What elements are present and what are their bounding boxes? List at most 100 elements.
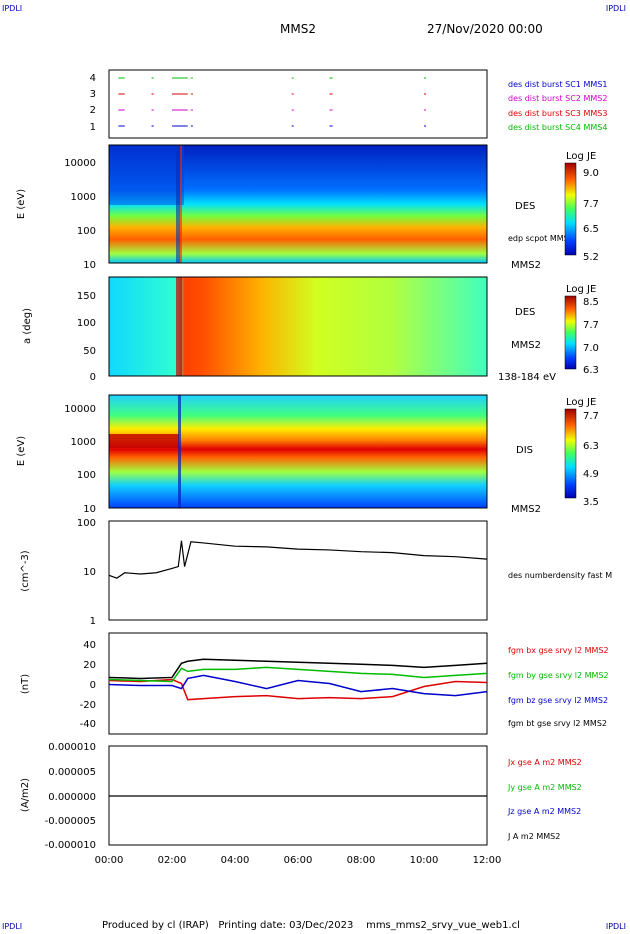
des-energy-cbar-tick: 7.7 bbox=[583, 199, 599, 210]
des-energy-ylabel: E (eV) bbox=[16, 189, 27, 219]
dis-energy-cbar-tick: 6.3 bbox=[583, 441, 599, 452]
date-title: 27/Nov/2020 00:00 bbox=[427, 22, 543, 36]
density-ytick: 1 bbox=[90, 616, 96, 627]
des-energy-cbar-tick: 6.5 bbox=[583, 224, 599, 235]
density-ytick: 10 bbox=[83, 567, 96, 578]
bfield-legend-bx: fgm bx gse srvy l2 MMS2 bbox=[508, 646, 609, 655]
current-ytick: -0.000005 bbox=[45, 816, 96, 827]
current-ylabel: (A/m2) bbox=[20, 778, 31, 812]
dis-energy-panel: 10000 1000 100 10 E (eV) DIS MMS2 Log JE… bbox=[16, 394, 599, 515]
des-pitch-ylabel: a (deg) bbox=[22, 308, 33, 344]
burst-legend-sc2: des dist burst SC2 MMS2 bbox=[508, 94, 607, 103]
dis-energy-ytick: 10000 bbox=[64, 404, 96, 415]
bfield-ytick: -20 bbox=[80, 700, 96, 711]
plot-canvas: 4 3 2 1 des dist burst SC1 MMS1 des dist… bbox=[16, 69, 612, 866]
des-pitch-panel: 150 100 50 0 a (deg) DES MMS2 138-184 eV… bbox=[22, 276, 599, 383]
bfield-ytick: 20 bbox=[83, 660, 96, 671]
dis-energy-cbar-tick: 7.7 bbox=[583, 411, 599, 422]
burst-ytick: 4 bbox=[90, 73, 96, 84]
burst-legend-sc4: des dist burst SC4 MMS4 bbox=[508, 123, 607, 132]
des-pitch-colorbar-title: Log JE bbox=[566, 284, 596, 295]
x-tick-label: 08:00 bbox=[347, 855, 376, 866]
dis-energy-ylabel: E (eV) bbox=[16, 436, 27, 466]
density-series-line bbox=[108, 540, 488, 579]
des-pitch-cbar-tick: 8.5 bbox=[583, 297, 599, 308]
dis-energy-ytick: 10 bbox=[83, 504, 96, 515]
burst-legend-sc3: des dist burst SC3 MMS3 bbox=[508, 109, 607, 118]
current-legend-j: J A m2 MMS2 bbox=[507, 832, 560, 841]
burst-ytick: 2 bbox=[90, 105, 96, 116]
des-energy-ytick: 10000 bbox=[64, 158, 96, 169]
des-pitch-instrument: DES bbox=[515, 307, 535, 318]
dis-energy-spectrogram bbox=[109, 395, 487, 508]
des-energy-colorbar bbox=[564, 162, 577, 256]
dis-energy-cbar-tick: 3.5 bbox=[583, 497, 599, 508]
des-pitch-cbar-tick: 7.7 bbox=[583, 320, 599, 331]
dis-energy-colorbar-title: Log JE bbox=[566, 397, 596, 408]
dis-energy-sc-label: MMS2 bbox=[511, 504, 541, 515]
footer-producer: Produced by cl (IRAP) bbox=[102, 920, 209, 931]
dis-energy-cbar-tick: 4.9 bbox=[583, 469, 599, 480]
density-panel: 100 10 1 (cm^-3) des numberdensity fast … bbox=[20, 518, 612, 627]
current-ytick: 0.000000 bbox=[48, 792, 96, 803]
des-energy-sc-label: MMS2 bbox=[511, 260, 541, 271]
bfield-series-line-0 bbox=[108, 678, 488, 701]
bfield-legend-by: fgm by gse srvy l2 MMS2 bbox=[508, 671, 609, 680]
des-pitch-cbar-tick: 6.3 bbox=[583, 365, 599, 376]
current-ytick: -0.000010 bbox=[45, 840, 96, 851]
bfield-legend-bt: fgm bt gse srvy l2 MMS2 bbox=[508, 719, 607, 728]
current-legend-jy: Jy gse A m2 MMS2 bbox=[507, 783, 582, 792]
burst-ytick: 1 bbox=[90, 122, 96, 133]
des-energy-ytick: 10 bbox=[83, 260, 96, 271]
density-legend: des numberdensity fast M bbox=[508, 571, 612, 580]
bfield-series-line-3 bbox=[108, 658, 488, 680]
corner-label-bottom-right: IPDLI bbox=[605, 922, 626, 931]
des-pitch-ytick: 100 bbox=[77, 318, 96, 329]
dis-energy-colorbar bbox=[564, 408, 577, 499]
des-energy-cbar-tick: 5.2 bbox=[583, 252, 599, 263]
dis-energy-instrument: DIS bbox=[516, 445, 533, 456]
bfield-ytick: -40 bbox=[80, 719, 96, 730]
density-ytick: 100 bbox=[77, 518, 96, 529]
bfield-legend-bz: fgm bz gse srvy l2 MMS2 bbox=[508, 696, 608, 705]
corner-label-top-right: IPDLI bbox=[605, 4, 626, 13]
bfield-ytick: 40 bbox=[83, 640, 96, 651]
corner-label-bottom-left: IPDLI bbox=[2, 922, 23, 931]
bfield-panel: 40 20 0 -20 -40 (nT) fgm bx gse srvy l2 … bbox=[20, 632, 609, 735]
density-ylabel: (cm^-3) bbox=[20, 550, 31, 591]
bfield-series-line-2 bbox=[108, 674, 488, 697]
current-panel: 0.000010 0.000005 0.000000 -0.000005 -0.… bbox=[20, 742, 582, 866]
des-pitch-ytick: 150 bbox=[77, 291, 96, 302]
burst-panel: 4 3 2 1 des dist burst SC1 MMS1 des dist… bbox=[90, 69, 607, 139]
des-pitch-cbar-tick: 7.0 bbox=[583, 343, 599, 354]
des-energy-colorbar-title: Log JE bbox=[566, 151, 596, 162]
bfield-ylabel: (nT) bbox=[20, 674, 31, 694]
des-pitch-spectrogram bbox=[109, 277, 487, 376]
corner-label-top-left: IPDLI bbox=[2, 4, 23, 13]
current-ytick: 0.000005 bbox=[48, 767, 96, 778]
des-energy-instrument: DES bbox=[515, 201, 535, 212]
des-energy-cbar-tick: 9.0 bbox=[583, 168, 599, 179]
x-tick-label: 12:00 bbox=[473, 855, 502, 866]
des-pitch-ytick: 0 bbox=[90, 372, 96, 383]
des-energy-scpot-label: edp scpot MMS2 bbox=[508, 234, 574, 243]
spacecraft-title: MMS2 bbox=[280, 22, 316, 36]
x-tick-label: 04:00 bbox=[221, 855, 250, 866]
des-energy-ytick: 1000 bbox=[71, 192, 96, 203]
footer-printing: Printing date: 03/Dec/2023 bbox=[218, 920, 354, 931]
bfield-series-line-1 bbox=[108, 666, 488, 683]
dis-energy-ytick: 1000 bbox=[71, 437, 96, 448]
current-legend-jz: Jz gse A m2 MMS2 bbox=[507, 807, 581, 816]
burst-legend-sc1: des dist burst SC1 MMS1 bbox=[508, 80, 607, 89]
x-tick-label: 10:00 bbox=[410, 855, 439, 866]
footer-filename: mms_mms2_srvy_vue_web1.cl bbox=[366, 920, 520, 931]
x-tick-label: 00:00 bbox=[95, 855, 124, 866]
des-energy-panel: 10000 1000 100 10 E (eV) DES edp scpot M… bbox=[16, 144, 599, 271]
des-energy-ytick: 100 bbox=[77, 226, 96, 237]
des-pitch-ytick: 50 bbox=[83, 346, 96, 357]
current-ytick: 0.000010 bbox=[48, 742, 96, 753]
burst-ytick: 3 bbox=[90, 89, 96, 100]
current-legend-jx: Jx gse A m2 MMS2 bbox=[507, 758, 582, 767]
dis-energy-ytick: 100 bbox=[77, 470, 96, 481]
des-pitch-sc-label: MMS2 bbox=[511, 340, 541, 351]
